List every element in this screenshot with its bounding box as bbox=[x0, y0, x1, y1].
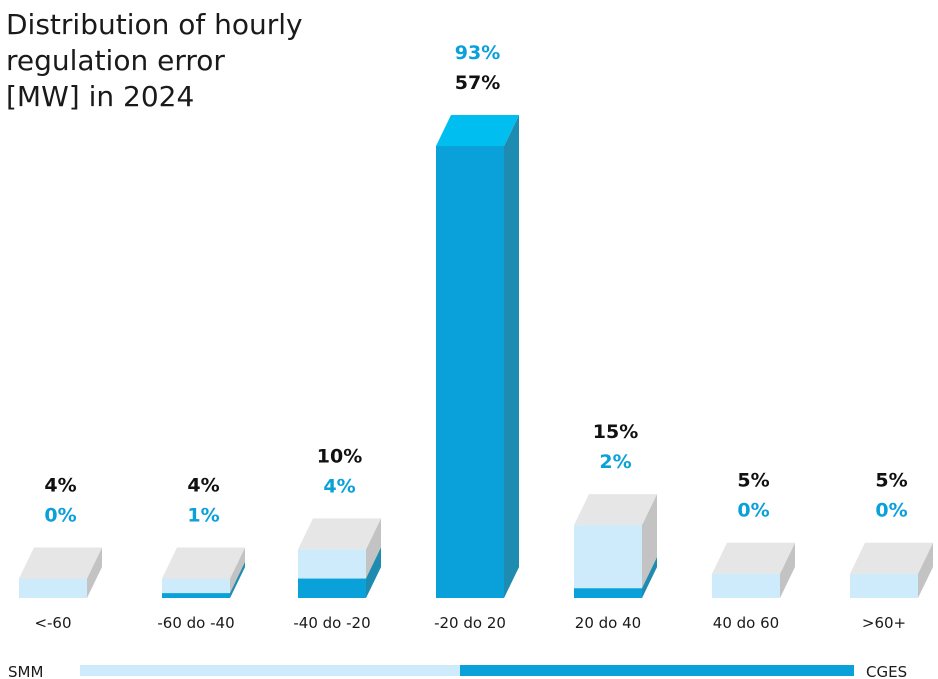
bar-1 bbox=[162, 547, 245, 598]
chart-title: Distribution of hourly regulation error … bbox=[6, 8, 303, 113]
cges-bar-front bbox=[162, 593, 230, 598]
smm-bar-front bbox=[19, 578, 87, 598]
smm-bar-side bbox=[780, 542, 795, 598]
cges-bar-front bbox=[298, 578, 366, 598]
smm-bar-front bbox=[712, 573, 780, 598]
smm-bar-front bbox=[850, 573, 918, 598]
smm-bar-side bbox=[87, 547, 102, 598]
bar-top-face bbox=[574, 494, 657, 526]
category-label: -60 do -40 bbox=[157, 614, 234, 632]
cges-bar-front bbox=[436, 146, 504, 598]
bar-top-face bbox=[712, 542, 795, 574]
bar-2 bbox=[298, 518, 381, 598]
legend-bar-smm bbox=[80, 665, 460, 676]
category-label: <-60 bbox=[34, 614, 71, 632]
value-label-bottom: 0% bbox=[875, 500, 907, 522]
smm-bar-front bbox=[574, 525, 642, 598]
bar-0 bbox=[19, 547, 102, 598]
value-label-top: 5% bbox=[737, 470, 769, 492]
value-label-bottom: 0% bbox=[44, 505, 76, 527]
bar-6 bbox=[850, 542, 933, 598]
value-label-top: 15% bbox=[593, 421, 638, 443]
bar-top-face bbox=[436, 115, 519, 147]
value-label-bottom: 0% bbox=[737, 500, 769, 522]
bar-top-face bbox=[19, 547, 102, 579]
value-label-top: 10% bbox=[317, 445, 362, 467]
labels-group: 4% 0% <-60 4% 1% -60 do -40 10% 4% -40 do -20 93%… bbox=[34, 42, 907, 632]
chart-title-line-2: regulation error bbox=[6, 44, 225, 77]
value-label-bottom: 4% bbox=[323, 475, 355, 497]
legend-label-cges: CGES bbox=[866, 663, 907, 679]
bar-4 bbox=[574, 494, 657, 598]
value-label-top: 4% bbox=[44, 475, 76, 497]
category-label: 20 do 40 bbox=[575, 614, 641, 632]
legend-label-smm: SMM bbox=[8, 663, 43, 679]
bar-5 bbox=[712, 542, 795, 598]
value-label-bottom: 2% bbox=[599, 451, 631, 473]
category-label: 40 do 60 bbox=[713, 614, 779, 632]
value-label-top: 5% bbox=[875, 470, 907, 492]
value-label-bottom: 1% bbox=[187, 505, 219, 527]
category-label: -20 do 20 bbox=[434, 614, 506, 632]
smm-bar-side bbox=[918, 542, 933, 598]
cges-bar-side bbox=[230, 562, 245, 598]
bar-3 bbox=[436, 115, 519, 599]
value-label-top: 4% bbox=[187, 475, 219, 497]
legend-bar-cges bbox=[460, 665, 854, 676]
cges-bar-side bbox=[366, 547, 381, 598]
bar-top-face bbox=[162, 547, 245, 579]
chart-title-line-3: [MW] in 2024 bbox=[6, 80, 194, 113]
category-label: -40 do -20 bbox=[293, 614, 370, 632]
chart-title-line-1: Distribution of hourly bbox=[6, 8, 303, 41]
cges-bar-side bbox=[642, 557, 657, 598]
bars-group bbox=[19, 115, 933, 599]
cges-bar-side bbox=[504, 115, 519, 599]
value-label-bottom: 57% bbox=[455, 72, 500, 94]
cges-bar-front bbox=[574, 588, 642, 598]
value-label-top: 93% bbox=[455, 42, 500, 64]
legend: SMM CGES bbox=[8, 663, 907, 679]
category-label: >60+ bbox=[862, 614, 906, 632]
bar-top-face bbox=[850, 542, 933, 574]
bar-top-face bbox=[298, 518, 381, 550]
